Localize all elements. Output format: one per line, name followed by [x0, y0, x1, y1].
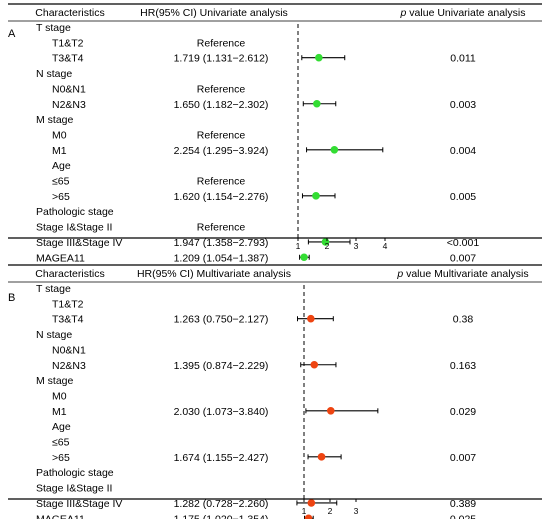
header-p-italic: p [396, 268, 403, 280]
row-label: >65 [52, 191, 70, 203]
hr-point [307, 314, 315, 323]
row-label: ≤65 [52, 437, 70, 449]
header-p-italic: p [400, 7, 407, 19]
header-p-rest: value Univariate analysis [406, 7, 525, 19]
row-hr-ci: 1.674 (1.155−2.427) [174, 452, 269, 464]
row-label: N stage [36, 68, 72, 80]
row-hr-ci: 1.263 (0.750−2.127) [174, 314, 269, 326]
row-label: N0&N1 [52, 83, 86, 95]
row-label: Pathologic stage [36, 206, 114, 218]
forest-panel-b: B Characteristics HR(95% CI) Multivariate … [8, 264, 542, 519]
x-tick-label: 2 [325, 241, 330, 251]
row-label: T3&T4 [52, 53, 84, 65]
hr-point [315, 53, 323, 62]
hr-point [307, 499, 316, 507]
row-p-value: 0.38 [453, 314, 474, 326]
row-label: Pathologic stage [36, 467, 114, 479]
row-label: MAGEA11 [36, 252, 85, 264]
hr-point [310, 360, 319, 369]
row-label: Stage III&Stage IV [36, 237, 122, 249]
x-tick-label: 1 [296, 241, 301, 251]
row-hr-ci: Reference [197, 129, 246, 141]
row-label: Stage I&Stage II [36, 222, 112, 234]
hr-point [326, 407, 335, 415]
row-label: Stage III&Stage IV [36, 498, 122, 510]
row-hr-ci: 1.719 (1.131−2.612) [174, 53, 269, 65]
row-p-value: 0.025 [450, 513, 476, 519]
row-p-value: 0.004 [450, 145, 476, 157]
x-tick-label: 3 [354, 506, 359, 516]
row-p-value: 0.011 [450, 53, 476, 65]
hr-point [300, 253, 308, 262]
row-label: >65 [52, 452, 70, 464]
row-label: M stage [36, 114, 74, 126]
panel-label: B [8, 292, 15, 304]
row-label: N0&N1 [52, 344, 86, 356]
row-label: Age [52, 421, 71, 433]
row-hr-ci: 1.650 (1.182−2.302) [174, 99, 269, 111]
row-label: T1&T2 [52, 37, 84, 49]
header-p-rest: value Multivariate analysis [403, 268, 528, 280]
row-p-value: 0.389 [450, 498, 476, 510]
row-hr-ci: 1.282 (0.728−2.260) [174, 498, 269, 510]
hr-point [312, 192, 320, 200]
header-characteristics: Characteristics [35, 268, 104, 280]
row-hr-ci: Reference [197, 176, 246, 188]
row-hr-ci: 1.620 (1.154−2.276) [174, 191, 269, 203]
row-label: MAGEA11 [36, 513, 85, 519]
hr-point [304, 514, 313, 519]
row-label: M0 [52, 129, 67, 141]
row-label: Stage I&Stage II [36, 483, 112, 495]
row-label: T stage [36, 22, 71, 34]
row-label: Age [52, 160, 71, 172]
header-hr: HR(95% CI) Univariate analysis [140, 7, 288, 19]
row-label: M1 [52, 145, 67, 157]
row-p-value: <0.001 [447, 237, 480, 249]
row-hr-ci: Reference [197, 37, 246, 49]
row-hr-ci: 1.395 (0.874−2.229) [174, 360, 269, 372]
row-hr-ci: 2.254 (1.295−3.924) [174, 145, 269, 157]
row-label: N stage [36, 329, 72, 341]
row-hr-ci: 1.947 (1.358−2.793) [174, 237, 269, 249]
row-hr-ci: Reference [197, 222, 246, 234]
row-p-value: 0.007 [450, 252, 476, 264]
row-hr-ci: Reference [197, 83, 246, 95]
x-tick-label: 2 [328, 506, 333, 516]
row-hr-ci: 1.209 (1.054−1.387) [174, 252, 269, 264]
forest-panel-a: A Characteristics HR(95% CI) Univariate an… [8, 3, 542, 264]
row-hr-ci: 2.030 (1.073−3.840) [174, 406, 269, 418]
row-label: T stage [36, 283, 71, 295]
header-characteristics: Characteristics [35, 7, 104, 19]
row-p-value: 0.163 [450, 360, 476, 372]
row-p-value: 0.003 [450, 99, 476, 111]
header-p-value: p value Multivariate analysis [396, 268, 528, 280]
panel-label: A [8, 28, 16, 40]
row-label: T3&T4 [52, 314, 84, 326]
row-p-value: 0.029 [450, 406, 476, 418]
row-label: N2&N3 [52, 360, 86, 372]
row-label: ≤65 [52, 176, 70, 188]
hr-point [313, 99, 321, 108]
row-p-value: 0.007 [450, 452, 476, 464]
row-label: N2&N3 [52, 99, 86, 111]
row-label: M stage [36, 375, 74, 387]
row-hr-ci: 1.175 (1.020−1.354) [174, 513, 269, 519]
row-p-value: 0.005 [450, 191, 476, 203]
x-tick-label: 4 [383, 241, 388, 251]
x-tick-label: 3 [354, 241, 359, 251]
hr-point [330, 146, 339, 154]
header-hr: HR(95% CI) Multivariate analysis [137, 268, 291, 280]
x-tick-label: 1 [302, 506, 307, 516]
row-label: T1&T2 [52, 298, 84, 310]
hr-point [317, 453, 326, 461]
header-p-value: p value Univariate analysis [400, 7, 526, 19]
row-label: M1 [52, 406, 67, 418]
row-label: M0 [52, 390, 67, 402]
